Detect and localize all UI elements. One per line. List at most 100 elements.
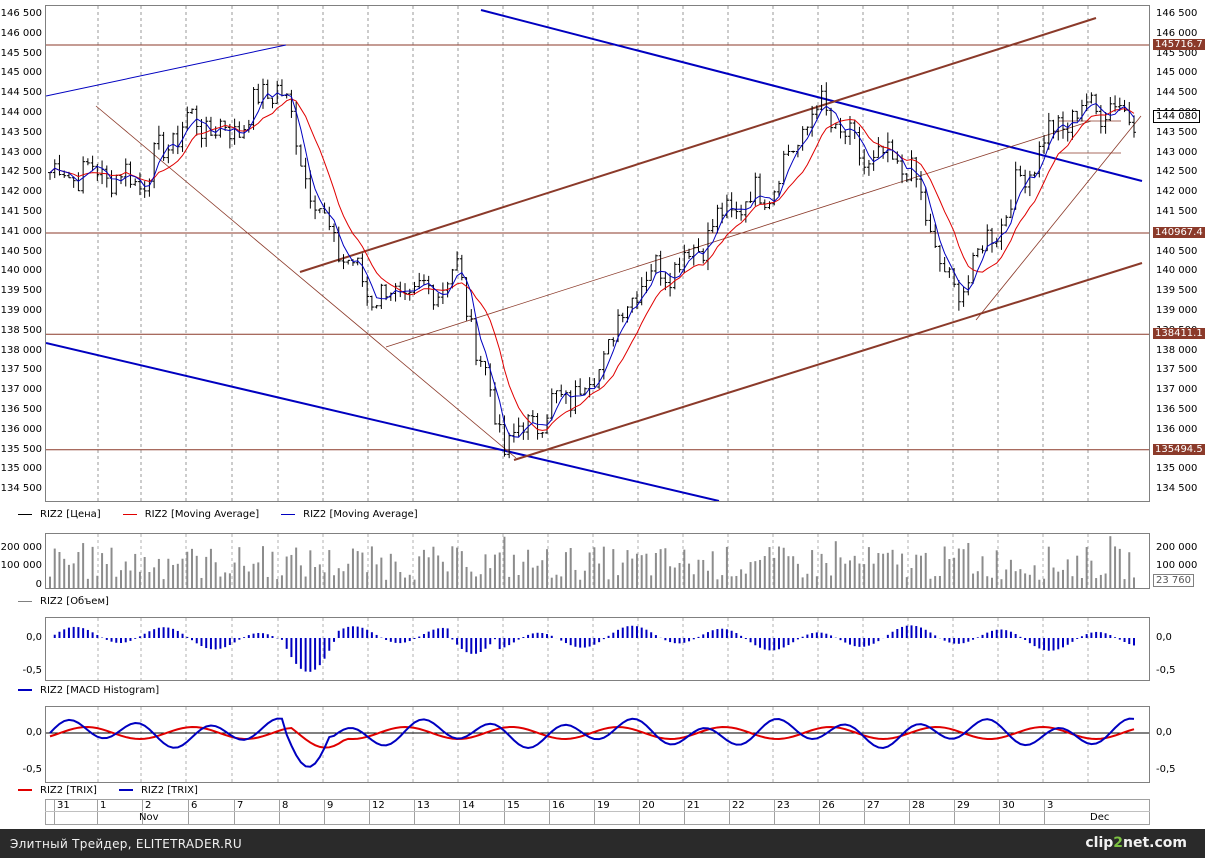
- price-tick-right: 146 500: [1156, 7, 1198, 19]
- date-label: 29: [957, 800, 970, 811]
- date-separator: [819, 799, 820, 825]
- legend-item-trix-red: RIZ2 [TRIX]: [18, 785, 97, 796]
- date-separator: [369, 799, 370, 825]
- date-separator: [954, 799, 955, 825]
- price-tick-right: 143 000: [1156, 146, 1198, 158]
- date-label: 8: [282, 800, 289, 811]
- date-separator: [549, 799, 550, 825]
- level-label: 135494.5: [1153, 443, 1205, 455]
- price-tick-right: 140 500: [1156, 245, 1198, 257]
- price-chart[interactable]: [46, 6, 1149, 501]
- price-tick-right: 146 000: [1156, 27, 1198, 39]
- volume-tick-0: 0: [35, 579, 42, 590]
- price-tick-left: 139 000: [0, 304, 42, 316]
- price-tick-right: 145 000: [1156, 67, 1198, 79]
- date-label: 28: [912, 800, 925, 811]
- trix-panel[interactable]: [45, 706, 1150, 783]
- volume-tick-200k-r: 200 000: [1156, 542, 1198, 553]
- price-tick-left: 136 500: [0, 403, 42, 415]
- macd-tick-0-r: 0,0: [1156, 632, 1172, 643]
- trix-line-red: [49, 725, 1135, 749]
- volume-panel[interactable]: [45, 533, 1150, 589]
- date-separator: [594, 799, 595, 825]
- month-nov: Nov: [139, 812, 159, 823]
- trix-chart[interactable]: [46, 707, 1149, 782]
- watermark-footer: Элитный Трейдер, ELITETRADER.RU clip2net…: [0, 829, 1205, 858]
- level-label: 140967.4: [1153, 227, 1205, 238]
- trend-line: [46, 44, 287, 97]
- trend-line: [975, 115, 1142, 321]
- volume-chart[interactable]: [46, 534, 1149, 588]
- date-label: 23: [777, 800, 790, 811]
- trend-line: [480, 9, 1143, 182]
- macd-tick-neg05: -0,5: [22, 665, 42, 676]
- moving-average-blue: [49, 92, 1135, 438]
- date-label: 22: [732, 800, 745, 811]
- price-tick-right: 145 500: [1156, 47, 1198, 59]
- date-separator: [234, 799, 235, 825]
- date-label: 3: [1047, 800, 1054, 811]
- trix-tick-neg05: -0,5: [22, 764, 42, 775]
- trix-legend: RIZ2 [TRIX] RIZ2 [TRIX]: [18, 783, 198, 797]
- date-label: 30: [1002, 800, 1015, 811]
- last-price-label: 144 080: [1153, 110, 1201, 123]
- price-tick-right: 138 000: [1156, 344, 1198, 356]
- date-label: 12: [372, 800, 385, 811]
- macd-tick-neg05-r: -0,5: [1156, 665, 1176, 676]
- date-label: 7: [237, 800, 244, 811]
- footer-caption: Элитный Трейдер, ELITETRADER.RU: [10, 837, 242, 851]
- price-tick-right: 135 000: [1156, 463, 1198, 475]
- price-tick-left: 135 000: [0, 463, 42, 475]
- date-axis-frame: [45, 799, 1150, 825]
- date-label: 15: [507, 800, 520, 811]
- date-separator: [999, 799, 1000, 825]
- date-separator: [684, 799, 685, 825]
- legend-item-price: RIZ2 [Цена]: [18, 509, 101, 520]
- trix-tick-0: 0,0: [26, 727, 42, 738]
- date-separator: [1044, 799, 1045, 825]
- price-tick-left: 140 000: [0, 265, 42, 277]
- date-separator: [909, 799, 910, 825]
- date-axis: 31 1 2 6 7 8 9 12 13 14 15 16 19 20 21 22 23 26 27 28 29 30 3 …: [0, 799, 1205, 827]
- month-dec: Dec: [1090, 812, 1110, 823]
- price-tick-right: 144 500: [1156, 87, 1198, 99]
- trend-line: [385, 120, 1092, 348]
- price-tick-right: 139 500: [1156, 285, 1198, 297]
- price-tick-right: 142 000: [1156, 186, 1198, 198]
- price-tick-right: 137 000: [1156, 384, 1198, 396]
- date-label: 2: [145, 800, 152, 811]
- volume-tick-100k: 100 000: [0, 560, 42, 571]
- date-separator: [414, 799, 415, 825]
- price-tick-left: 145 500: [0, 47, 42, 59]
- price-tick-left: 140 500: [0, 245, 42, 257]
- price-tick-right: 140 000: [1156, 265, 1198, 277]
- price-tick-left: 137 500: [0, 364, 42, 376]
- legend-item-ma-blue: RIZ2 [Moving Average]: [281, 509, 418, 520]
- volume-legend: RIZ2 [Объем]: [18, 594, 109, 608]
- price-legend: RIZ2 [Цена] RIZ2 [Moving Average] RIZ2 […: [18, 507, 418, 521]
- date-separator: [864, 799, 865, 825]
- price-tick-left: 146 500: [0, 7, 42, 19]
- date-label: 16: [552, 800, 565, 811]
- date-separator: [639, 799, 640, 825]
- date-separator: [729, 799, 730, 825]
- macd-tick-0: 0,0: [26, 632, 42, 643]
- date-label: 19: [597, 800, 610, 811]
- price-tick-right: 142 500: [1156, 166, 1198, 178]
- date-label: 9: [327, 800, 334, 811]
- trend-line: [299, 17, 1097, 273]
- price-tick-right: 137 500: [1156, 364, 1198, 376]
- price-tick-left: 141 000: [0, 225, 42, 237]
- date-separator: [324, 799, 325, 825]
- macd-panel[interactable]: [45, 617, 1150, 681]
- price-tick-right: 136 000: [1156, 423, 1198, 435]
- volume-tick-200k: 200 000: [0, 542, 42, 553]
- price-tick-right: 136 500: [1156, 403, 1198, 415]
- date-label: 31: [57, 800, 70, 811]
- date-label: 1: [100, 800, 107, 811]
- price-tick-left: 144 000: [0, 106, 42, 118]
- price-panel[interactable]: [45, 5, 1150, 502]
- date-separator: [774, 799, 775, 825]
- date-label: 26: [822, 800, 835, 811]
- macd-chart[interactable]: [46, 618, 1149, 680]
